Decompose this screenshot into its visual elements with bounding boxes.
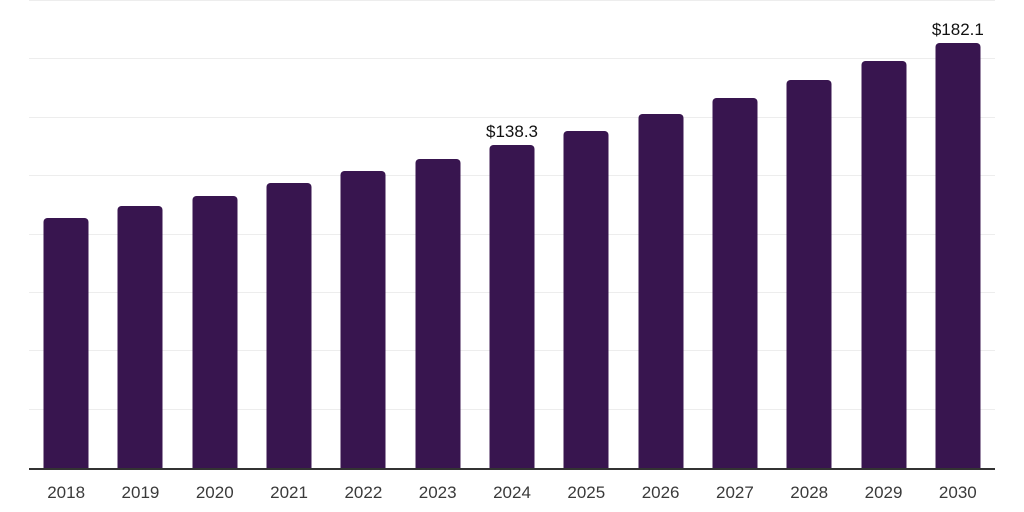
bar-2027 xyxy=(712,97,758,468)
x-tick-2024: 2024 xyxy=(493,483,531,502)
gridline-175 xyxy=(29,58,995,60)
bar-2025 xyxy=(563,130,609,468)
bar-2018 xyxy=(43,217,89,468)
bar-2023 xyxy=(415,158,461,468)
bar-value-label-2030: $182.1 xyxy=(931,19,984,39)
bar-2029 xyxy=(861,60,907,468)
x-tick-2027: 2027 xyxy=(716,483,754,502)
x-tick-2028: 2028 xyxy=(790,483,829,502)
plot-area: $138.3 $182.1 xyxy=(29,0,995,470)
x-tick-2030: 2030 xyxy=(938,483,977,502)
bar-value-label-2024: $138.3 xyxy=(486,122,538,142)
gridline-200 xyxy=(29,0,995,1)
bar-2022 xyxy=(340,171,386,468)
x-tick-2020: 2020 xyxy=(195,483,234,502)
x-tick-2018: 2018 xyxy=(47,483,86,502)
x-tick-2023: 2023 xyxy=(418,483,457,502)
x-tick-2022: 2022 xyxy=(344,483,383,502)
x-tick-2021: 2021 xyxy=(270,483,308,502)
bar-2024: $138.3 xyxy=(486,123,538,468)
bar-2026 xyxy=(638,114,684,468)
bar-2021 xyxy=(266,183,312,468)
bar-2020 xyxy=(192,196,238,468)
gridline-150 xyxy=(29,116,995,118)
bar-2028 xyxy=(786,80,832,468)
x-tick-2025: 2025 xyxy=(567,483,606,502)
x-axis: 2018 2019 2020 2021 2022 2023 2024 2025 2026 2027… xyxy=(29,484,995,506)
bar-2019 xyxy=(117,206,163,468)
x-tick-2029: 2029 xyxy=(864,483,903,502)
x-tick-2019: 2019 xyxy=(121,483,160,502)
bar-2030: $182.1 xyxy=(932,21,984,468)
x-tick-2026: 2026 xyxy=(641,483,680,502)
